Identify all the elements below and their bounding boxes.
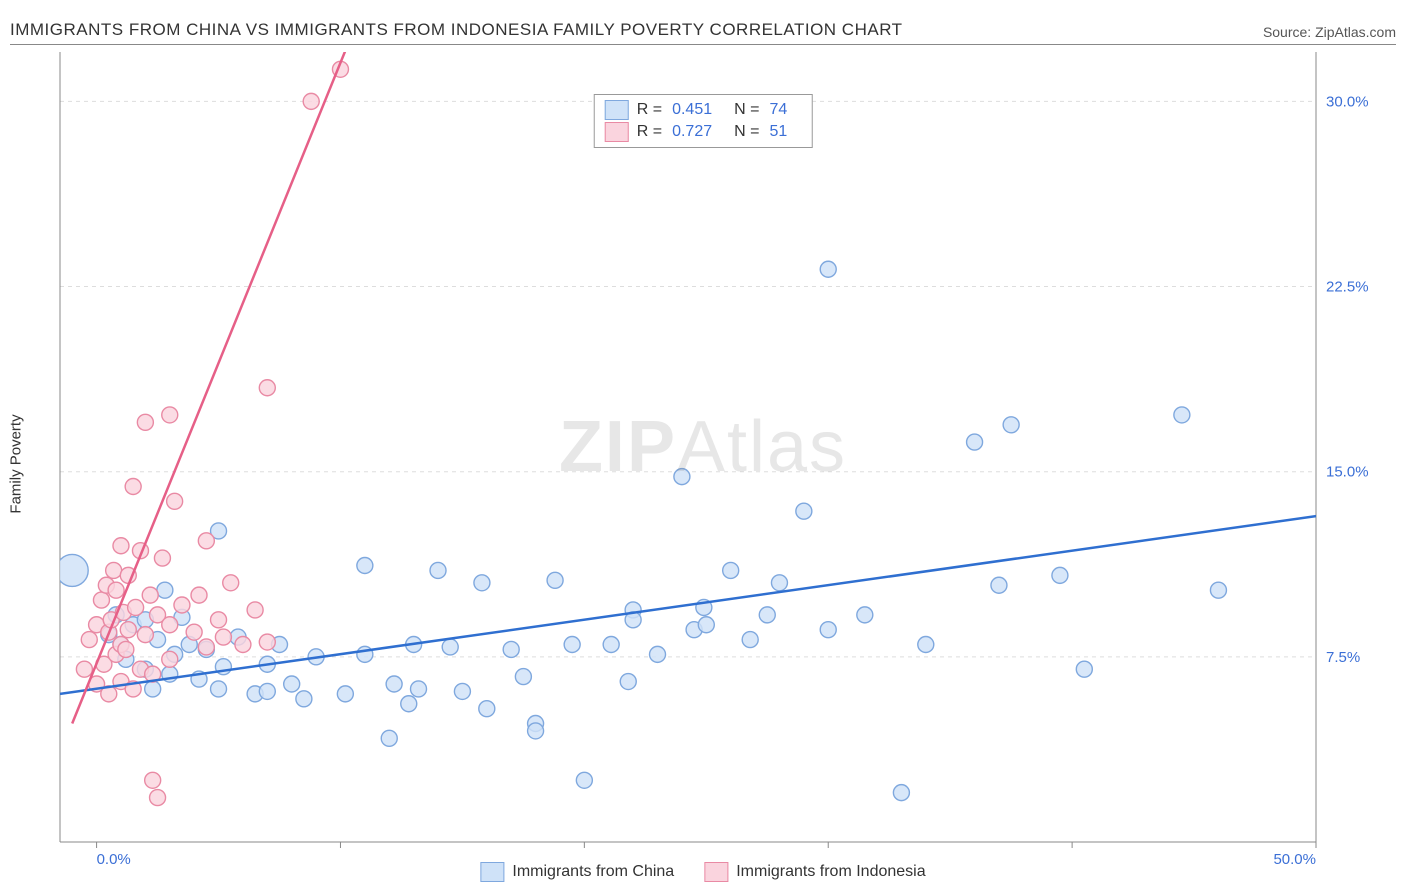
series-legend: Immigrants from China Immigrants from In… bbox=[480, 862, 925, 882]
legend-swatch-indonesia bbox=[704, 862, 728, 882]
svg-text:0.0%: 0.0% bbox=[97, 851, 131, 868]
swatch-indonesia bbox=[605, 122, 629, 142]
source-name: ZipAtlas.com bbox=[1315, 24, 1396, 40]
stat-r-label: R = bbox=[637, 123, 662, 141]
source-attribution: Source: ZipAtlas.com bbox=[1263, 24, 1396, 40]
chart-header: IMMIGRANTS FROM CHINA VS IMMIGRANTS FROM… bbox=[10, 10, 1396, 45]
stat-n-china: 74 bbox=[769, 101, 787, 119]
chart-container: Family Poverty ZIPAtlas 7.5%15.0%22.5%30… bbox=[10, 46, 1396, 882]
correlation-stats-box: R = 0.451 N = 74 R = 0.727 N = 51 bbox=[594, 94, 813, 148]
legend-label-china: Immigrants from China bbox=[512, 863, 674, 881]
scatter-chart: 7.5% 15.0% 22.5% 30.0% 0.0% 50.0% bbox=[10, 46, 1396, 882]
svg-text:30.0%: 30.0% bbox=[1326, 93, 1369, 110]
svg-text:22.5%: 22.5% bbox=[1326, 279, 1369, 296]
legend-item-indonesia: Immigrants from Indonesia bbox=[704, 862, 925, 882]
stat-n-label: N = bbox=[734, 123, 759, 141]
stat-r-label: R = bbox=[637, 101, 662, 119]
legend-label-indonesia: Immigrants from Indonesia bbox=[736, 863, 925, 881]
swatch-china bbox=[605, 100, 629, 120]
source-prefix: Source: bbox=[1263, 24, 1315, 40]
stats-row-indonesia: R = 0.727 N = 51 bbox=[605, 121, 802, 143]
stat-r-china: 0.451 bbox=[672, 101, 712, 119]
svg-text:7.5%: 7.5% bbox=[1326, 649, 1360, 666]
stat-n-indonesia: 51 bbox=[769, 123, 787, 141]
stat-r-indonesia: 0.727 bbox=[672, 123, 712, 141]
svg-text:15.0%: 15.0% bbox=[1326, 464, 1369, 481]
legend-item-china: Immigrants from China bbox=[480, 862, 674, 882]
stats-row-china: R = 0.451 N = 74 bbox=[605, 99, 802, 121]
stat-n-label: N = bbox=[734, 101, 759, 119]
y-axis-label: Family Poverty bbox=[8, 414, 25, 513]
chart-title: IMMIGRANTS FROM CHINA VS IMMIGRANTS FROM… bbox=[10, 20, 903, 40]
svg-text:50.0%: 50.0% bbox=[1273, 851, 1316, 868]
legend-swatch-china bbox=[480, 862, 504, 882]
